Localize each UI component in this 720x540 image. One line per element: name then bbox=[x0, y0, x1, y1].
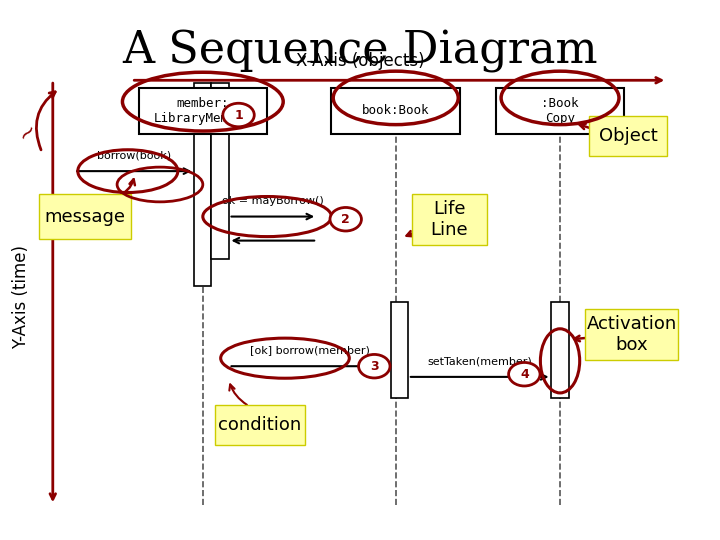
Text: :Book
Copy: :Book Copy bbox=[541, 97, 579, 125]
Text: condition: condition bbox=[218, 416, 302, 434]
FancyBboxPatch shape bbox=[138, 88, 267, 134]
Circle shape bbox=[330, 207, 361, 231]
FancyBboxPatch shape bbox=[496, 88, 624, 134]
Text: member:
LibraryMember: member: LibraryMember bbox=[154, 97, 251, 125]
Text: 1: 1 bbox=[234, 109, 243, 122]
Bar bbox=[212, 83, 228, 259]
FancyBboxPatch shape bbox=[589, 116, 667, 157]
Text: ok = mayBorrow(): ok = mayBorrow() bbox=[222, 196, 324, 206]
FancyBboxPatch shape bbox=[215, 405, 305, 445]
Text: X-Axis (objects): X-Axis (objects) bbox=[296, 52, 424, 70]
Circle shape bbox=[508, 362, 540, 386]
FancyBboxPatch shape bbox=[331, 88, 460, 134]
Bar bbox=[552, 302, 569, 399]
Bar bbox=[391, 302, 408, 399]
Circle shape bbox=[359, 354, 390, 378]
Bar bbox=[194, 83, 212, 286]
Text: Object: Object bbox=[598, 127, 657, 145]
Text: 4: 4 bbox=[520, 368, 528, 381]
Text: borrow(book): borrow(book) bbox=[97, 151, 171, 160]
Text: 2: 2 bbox=[341, 213, 350, 226]
Text: Y-Axis (time): Y-Axis (time) bbox=[12, 245, 30, 349]
FancyBboxPatch shape bbox=[412, 194, 487, 245]
FancyBboxPatch shape bbox=[38, 194, 131, 239]
Text: ~: ~ bbox=[14, 117, 42, 145]
Text: [ok] borrow(member): [ok] borrow(member) bbox=[250, 346, 369, 355]
Text: Life
Line: Life Line bbox=[431, 200, 468, 239]
Text: setTaken(member): setTaken(member) bbox=[427, 356, 532, 366]
Text: A Sequence Diagram: A Sequence Diagram bbox=[122, 30, 598, 73]
FancyBboxPatch shape bbox=[585, 309, 678, 360]
Circle shape bbox=[222, 103, 254, 127]
Text: book:Book: book:Book bbox=[362, 104, 429, 117]
Text: message: message bbox=[45, 207, 125, 226]
Text: Activation
box: Activation box bbox=[586, 315, 677, 354]
Text: 3: 3 bbox=[370, 360, 379, 373]
